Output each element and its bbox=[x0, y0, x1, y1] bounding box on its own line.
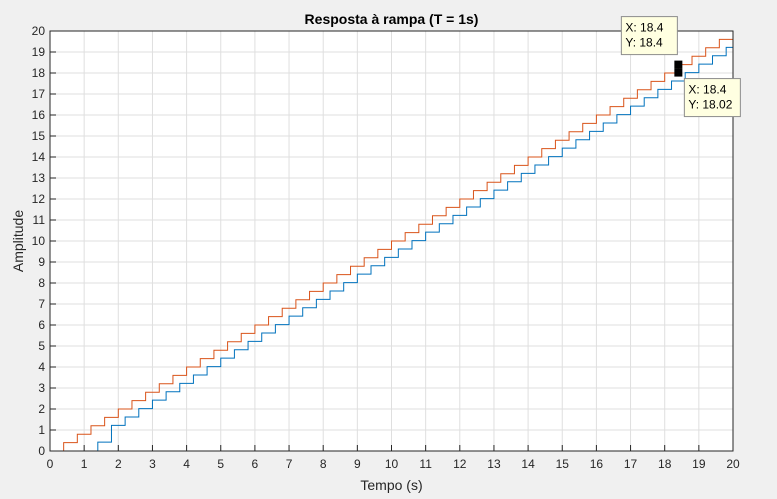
datatip-marker[interactable] bbox=[674, 60, 683, 69]
x-tick-label: 15 bbox=[556, 457, 570, 471]
y-tick-label: 3 bbox=[38, 381, 45, 395]
x-tick-label: 0 bbox=[47, 457, 54, 471]
x-tick-label: 17 bbox=[624, 457, 638, 471]
x-tick-label: 4 bbox=[183, 457, 190, 471]
y-tick-label: 1 bbox=[38, 423, 45, 437]
chart-title: Resposta à rampa (T = 1s) bbox=[305, 11, 479, 27]
x-tick-label: 14 bbox=[521, 457, 535, 471]
datatips-layer: X: 18.4Y: 18.4X: 18.4Y: 18.02 bbox=[620, 16, 741, 118]
tick-marks bbox=[49, 30, 734, 452]
y-tick-label: 20 bbox=[32, 24, 46, 38]
y-tick-label: 4 bbox=[38, 360, 45, 374]
y-tick-label: 11 bbox=[33, 213, 46, 227]
x-tick-label: 19 bbox=[692, 457, 706, 471]
x-tick-label: 2 bbox=[115, 457, 122, 471]
datatip-text: Y: 18.4 bbox=[625, 36, 663, 50]
datatip-text: X: 18.4 bbox=[688, 83, 726, 97]
datatip[interactable]: X: 18.4Y: 18.4 bbox=[620, 16, 683, 69]
grid-lines bbox=[49, 30, 734, 452]
datatip-text: X: 18.4 bbox=[625, 21, 663, 35]
x-tick-label: 6 bbox=[252, 457, 259, 471]
x-tick-label: 16 bbox=[590, 457, 604, 471]
datatip[interactable]: X: 18.4Y: 18.02 bbox=[674, 68, 741, 118]
y-tick-label: 17 bbox=[32, 87, 46, 101]
x-tick-label: 7 bbox=[286, 457, 293, 471]
y-tick-label: 2 bbox=[38, 402, 45, 416]
y-tick-label: 6 bbox=[38, 318, 45, 332]
x-tick-label: 5 bbox=[217, 457, 224, 471]
datatip-box bbox=[683, 78, 741, 118]
datatip-marker[interactable] bbox=[674, 68, 683, 77]
y-tick-label: 19 bbox=[32, 45, 46, 59]
x-tick-label: 8 bbox=[320, 457, 327, 471]
y-axis-label: Amplitude bbox=[10, 210, 26, 272]
x-tick-label: 3 bbox=[149, 457, 156, 471]
y-tick-label: 12 bbox=[32, 192, 46, 206]
datatip-text: Y: 18.02 bbox=[688, 98, 732, 112]
series-line-1[interactable] bbox=[50, 46, 733, 452]
y-tick-label: 13 bbox=[32, 171, 46, 185]
series-line-2[interactable] bbox=[50, 38, 733, 452]
x-tick-label: 13 bbox=[487, 457, 501, 471]
x-tick-label: 18 bbox=[658, 457, 672, 471]
y-tick-label: 16 bbox=[32, 108, 46, 122]
y-tick-label: 0 bbox=[38, 444, 45, 458]
x-tick-label: 9 bbox=[354, 457, 361, 471]
y-tick-label: 7 bbox=[38, 297, 45, 311]
y-tick-label: 5 bbox=[38, 339, 45, 353]
x-tick-label: 20 bbox=[726, 457, 740, 471]
y-tick-label: 18 bbox=[32, 66, 46, 80]
x-tick-label: 10 bbox=[385, 457, 399, 471]
y-tick-label: 8 bbox=[38, 276, 45, 290]
y-tick-label: 10 bbox=[32, 234, 46, 248]
x-tick-label: 11 bbox=[419, 457, 432, 471]
y-tick-label: 9 bbox=[38, 255, 45, 269]
x-axis-label: Tempo (s) bbox=[360, 477, 422, 493]
x-tick-label: 12 bbox=[453, 457, 467, 471]
series-layer bbox=[50, 38, 733, 452]
y-tick-label: 15 bbox=[32, 129, 46, 143]
x-tick-label: 1 bbox=[81, 457, 88, 471]
datatip-box bbox=[620, 16, 678, 56]
x-tick-labels: 0 1 2 3 4 5 6 7 8 9 10 11 12 13 14 15 16 17 18 19 20 bbox=[47, 457, 740, 471]
y-tick-label: 14 bbox=[32, 150, 46, 164]
